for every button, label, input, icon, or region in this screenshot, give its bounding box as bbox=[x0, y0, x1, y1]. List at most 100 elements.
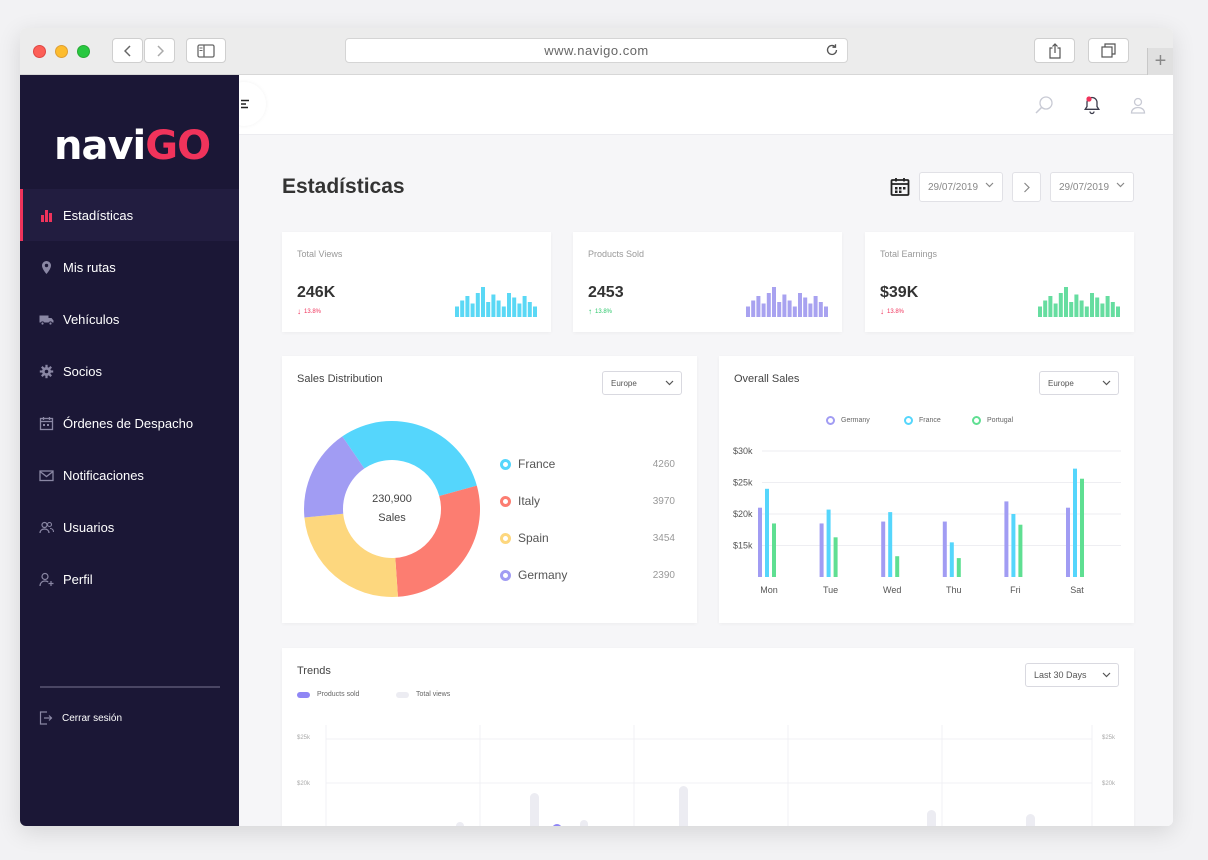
hamburger-icon bbox=[241, 99, 249, 109]
address-bar[interactable]: www.navigo.com bbox=[345, 38, 848, 63]
chart-bar bbox=[833, 537, 838, 577]
x-tick-label: Sat bbox=[1070, 585, 1084, 595]
card-title: Overall Sales bbox=[734, 373, 800, 385]
sidebar-item-label: Notificaciones bbox=[63, 467, 144, 483]
sidebar-item-socios[interactable]: Socios bbox=[20, 345, 239, 397]
region-select[interactable]: Europe bbox=[1039, 371, 1119, 395]
spark-bar bbox=[756, 296, 761, 317]
sidebar-item-vehiculos[interactable]: Vehículos bbox=[20, 293, 239, 345]
legend-item-total-views: Total views bbox=[396, 691, 450, 698]
range-select[interactable]: Last 30 Days bbox=[1025, 663, 1119, 687]
y-tick-label: $25k bbox=[733, 478, 753, 488]
chart-bar bbox=[881, 521, 886, 577]
sparkline-chart bbox=[1038, 287, 1120, 317]
trend-bar bbox=[530, 793, 539, 826]
legend-name: Italy bbox=[518, 494, 541, 508]
arrow-down-icon: ↓ bbox=[297, 307, 301, 316]
tabs-overview-button[interactable] bbox=[1088, 38, 1129, 63]
spark-bar bbox=[824, 306, 828, 317]
spark-bar bbox=[1084, 306, 1089, 317]
back-button[interactable] bbox=[112, 38, 143, 63]
legend-item-spain: Spain 3454 bbox=[500, 530, 675, 546]
url-text: www.navigo.com bbox=[544, 43, 649, 58]
chart-bar bbox=[1073, 468, 1077, 577]
brand-logo[interactable]: naviGO bbox=[54, 123, 211, 169]
reload-icon[interactable] bbox=[825, 43, 839, 57]
chevron-down-icon bbox=[1116, 182, 1125, 188]
logout-button[interactable]: Cerrar sesión bbox=[39, 711, 122, 725]
minimize-window-button[interactable] bbox=[55, 45, 68, 58]
date-from-select[interactable]: 29/07/2019 bbox=[919, 172, 1003, 202]
spark-bar bbox=[501, 306, 506, 317]
sidebar-item-perfil[interactable]: Perfil bbox=[20, 553, 239, 605]
search-icon[interactable] bbox=[1034, 95, 1054, 115]
chart-bar bbox=[895, 556, 900, 577]
arrow-down-icon: ↓ bbox=[880, 307, 884, 316]
sidebar-item-label: Perfil bbox=[63, 571, 93, 587]
spark-bar bbox=[746, 306, 750, 317]
trend-bar bbox=[927, 810, 936, 826]
calendar-icon[interactable] bbox=[890, 177, 910, 197]
chart-bar bbox=[888, 512, 893, 577]
spark-bar bbox=[798, 293, 802, 317]
spark-bar bbox=[465, 296, 470, 317]
sidebar-item-notificaciones[interactable]: Notificaciones bbox=[20, 449, 239, 501]
y-tick-label: $20k bbox=[733, 509, 753, 519]
spark-bar bbox=[808, 303, 813, 317]
spark-bar bbox=[1069, 302, 1074, 317]
chart-bar bbox=[1018, 524, 1023, 577]
close-window-button[interactable] bbox=[33, 45, 46, 58]
sidebar-item-label: Socios bbox=[63, 363, 103, 379]
sparkline-chart bbox=[746, 287, 828, 317]
maximize-window-button[interactable] bbox=[77, 45, 90, 58]
bell-icon[interactable] bbox=[1082, 95, 1102, 115]
user-icon[interactable] bbox=[1128, 95, 1148, 115]
spark-bar bbox=[803, 297, 808, 317]
share-button[interactable] bbox=[1034, 38, 1075, 63]
trends-card: Trends Last 30 Days Products sold Total … bbox=[282, 648, 1134, 826]
spark-bar bbox=[766, 293, 771, 317]
chart-bar bbox=[942, 521, 947, 577]
legend-item-germany: Germany bbox=[826, 416, 870, 425]
stat-card-total-views: Total Views 246K ↓ 13.8% bbox=[282, 232, 551, 332]
spark-bar bbox=[1053, 303, 1058, 317]
spark-bar bbox=[533, 306, 537, 317]
legend-value: 3970 bbox=[652, 495, 675, 507]
x-tick-label: Fri bbox=[1010, 585, 1021, 595]
legend-marker bbox=[972, 416, 981, 425]
sidebar-toggle-button[interactable] bbox=[186, 38, 226, 63]
browser-window: www.navigo.com + naviGO Estadísticas Mis… bbox=[20, 28, 1173, 826]
sidebar-item-label: Mis rutas bbox=[63, 259, 116, 275]
stat-value: 246K bbox=[297, 284, 336, 301]
legend-item-portugal: Portugal bbox=[972, 416, 1013, 425]
date-to-select[interactable]: 29/07/2019 bbox=[1050, 172, 1134, 202]
sidebar-item-ordenes[interactable]: Órdenes de Despacho bbox=[20, 397, 239, 449]
forward-button[interactable] bbox=[144, 38, 175, 63]
page-title: Estadísticas bbox=[282, 175, 405, 198]
users-icon bbox=[39, 521, 54, 533]
x-tick-label: Thu bbox=[946, 585, 962, 595]
top-bar bbox=[239, 75, 1173, 135]
envelope-icon bbox=[39, 469, 54, 481]
sidebar-item-mis-rutas[interactable]: Mis rutas bbox=[20, 241, 239, 293]
donut-slice bbox=[304, 436, 365, 518]
new-tab-button[interactable]: + bbox=[1147, 48, 1173, 75]
next-date-button[interactable] bbox=[1012, 172, 1041, 202]
spark-bar bbox=[761, 303, 766, 317]
chart-bar bbox=[826, 509, 831, 577]
stat-change: ↓ 13.8% bbox=[880, 307, 905, 316]
range-value: Last 30 Days bbox=[1034, 670, 1087, 680]
sidebar-item-estadisticas[interactable]: Estadísticas bbox=[20, 189, 239, 241]
spark-bar bbox=[507, 293, 511, 317]
sidebar-item-usuarios[interactable]: Usuarios bbox=[20, 501, 239, 553]
stat-label: Products Sold bbox=[588, 249, 645, 259]
legend-marker bbox=[904, 416, 913, 425]
chart-bar bbox=[1080, 478, 1084, 577]
card-title: Sales Distribution bbox=[297, 373, 383, 385]
legend-marker bbox=[297, 691, 310, 698]
overall-sales-card: Overall Sales Europe Germany France Port… bbox=[719, 356, 1134, 623]
spark-bar bbox=[1043, 300, 1048, 317]
region-select[interactable]: Europe bbox=[602, 371, 682, 395]
chart-bar bbox=[765, 488, 769, 577]
chevron-left-icon bbox=[123, 44, 131, 57]
